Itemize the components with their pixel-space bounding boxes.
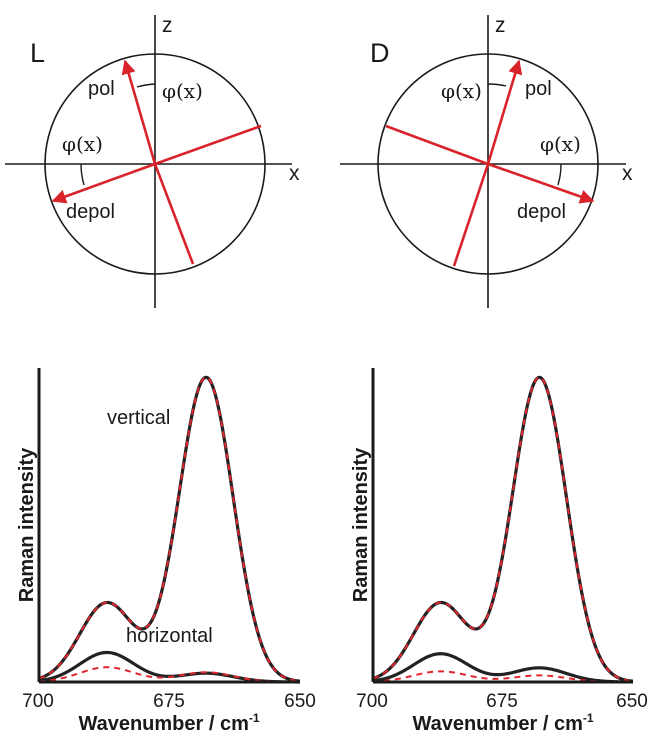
depol-arrow (487, 162, 595, 204)
depol-label: depol (517, 201, 566, 223)
depol-arrow (51, 162, 156, 204)
diagram-L: L z x pol φ(x) φ(x) depol (5, 14, 300, 308)
series-horizontal-solid-black (372, 652, 634, 684)
series-horizontal-dashed-red (38, 666, 301, 683)
spectrum-left: 700 675 650 Wavenumber / cm-1 Raman inte… (16, 368, 316, 735)
pol-label: pol (88, 78, 115, 100)
tick-label-675: 675 (153, 691, 185, 712)
angle-arc-left (80, 163, 85, 186)
depol-label: depol (66, 201, 115, 223)
depol-line-tail (385, 124, 489, 166)
tick-label-675: 675 (486, 691, 518, 712)
pol-line-tail (153, 163, 195, 265)
depol-line-tail (154, 124, 262, 166)
angle-label-top: φ(x) (162, 79, 203, 103)
tick-label-700: 700 (356, 691, 388, 712)
pol-arrow (121, 59, 157, 165)
x-axis-title: Wavenumber / cm-1 (78, 711, 259, 735)
angle-arc-top (136, 83, 156, 88)
pol-label: pol (525, 78, 552, 100)
angle-arc-right (557, 163, 562, 186)
z-axis-label: z (495, 14, 506, 37)
angle-label-left: φ(x) (62, 132, 103, 156)
tick-label-650: 650 (616, 691, 648, 712)
z-axis-label: z (162, 14, 173, 37)
y-axis-title: Raman intensity (16, 447, 38, 602)
annotation-vertical: vertical (107, 407, 170, 429)
spectrum-curves (38, 375, 301, 684)
diagram-D: D z x pol φ(x) φ(x) depol (340, 14, 633, 308)
angle-label-top: φ(x) (441, 79, 482, 103)
series-vertical-dashed-red (38, 376, 301, 683)
x-axis-label: x (622, 162, 633, 185)
x-axis-title: Wavenumber / cm-1 (412, 711, 593, 735)
pol-line-tail (452, 163, 490, 267)
panel-label-D: D (370, 38, 390, 68)
y-axis-title: Raman intensity (350, 447, 372, 602)
panel-label-L: L (30, 38, 45, 68)
tick-label-700: 700 (22, 691, 54, 712)
spectrum-right: 700 675 650 Wavenumber / cm-1 Raman inte… (350, 368, 648, 735)
tick-label-650: 650 (284, 691, 316, 712)
pol-arrow (486, 59, 523, 165)
series-vertical-dashed-red (372, 376, 634, 683)
x-axis-label: x (289, 162, 300, 185)
spectrum-curves (372, 375, 634, 684)
annotation-horizontal: horizontal (126, 625, 213, 647)
angle-label-right: φ(x) (540, 132, 581, 156)
angle-arc-top (487, 83, 507, 87)
